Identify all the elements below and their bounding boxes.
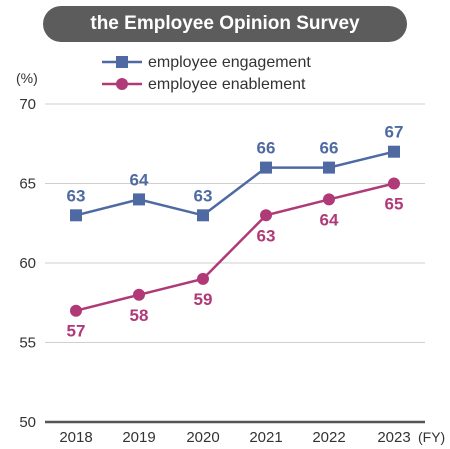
data-point-marker xyxy=(260,161,272,174)
legend-item: employee engagement xyxy=(102,54,311,71)
x-tick-label: 2022 xyxy=(312,429,345,446)
data-point-marker xyxy=(323,193,335,206)
series-employee-enablement: 57 58 59 63 64 65 xyxy=(67,177,404,341)
data-point-marker xyxy=(388,145,400,158)
data-label: 63 xyxy=(257,226,276,245)
x-axis-unit: (FY) xyxy=(418,429,445,445)
x-tick-label: 2020 xyxy=(186,429,219,446)
gridlines xyxy=(45,103,425,424)
data-label: 63 xyxy=(194,186,213,205)
y-axis-label: (%) xyxy=(16,70,38,86)
data-label: 65 xyxy=(385,195,404,214)
y-tick-labels: 50 55 60 65 70 xyxy=(19,96,36,431)
x-tick-label: 2019 xyxy=(122,429,155,446)
data-point-marker xyxy=(197,209,209,222)
data-label: 63 xyxy=(67,186,86,205)
legend-label: employee enablement xyxy=(148,76,306,93)
data-label: 66 xyxy=(320,139,339,158)
data-point-marker xyxy=(70,209,82,222)
data-label: 66 xyxy=(257,139,276,158)
x-tick-labels: 2018 2019 2020 2021 2022 2023 xyxy=(59,429,410,446)
series-line xyxy=(75,182,395,312)
legend-label: employee engagement xyxy=(148,54,311,71)
legend-marker xyxy=(116,78,128,90)
data-label: 58 xyxy=(130,306,149,325)
chart-title: the Employee Opinion Survey xyxy=(43,6,407,42)
legend-marker xyxy=(116,56,128,68)
series-employee-engagement: 63 64 63 66 66 67 xyxy=(67,123,404,222)
data-point-marker xyxy=(197,272,209,285)
data-point-marker xyxy=(323,161,335,174)
data-label: 59 xyxy=(194,290,213,309)
x-tick-label: 2018 xyxy=(59,429,92,446)
legend-item: employee enablement xyxy=(102,76,306,93)
data-point-marker xyxy=(133,288,145,301)
data-label: 57 xyxy=(67,322,86,341)
data-label: 64 xyxy=(320,210,339,229)
data-label: 67 xyxy=(385,123,404,142)
x-tick-label: 2023 xyxy=(377,429,410,446)
data-point-marker xyxy=(260,209,272,222)
data-point-marker xyxy=(388,177,400,190)
data-label: 64 xyxy=(130,170,149,189)
legend: employee engagement employee enablement xyxy=(102,54,311,93)
y-tick-label: 50 xyxy=(19,414,36,431)
series-line xyxy=(75,150,395,217)
series-layer: 63 64 63 66 66 67 57 58 59 63 64 65 xyxy=(67,123,404,341)
data-point-marker xyxy=(133,193,145,206)
y-tick-label: 55 xyxy=(19,335,36,352)
y-tick-label: 70 xyxy=(19,96,36,113)
data-point-marker xyxy=(70,304,82,317)
y-tick-label: 60 xyxy=(19,255,36,272)
y-tick-label: 65 xyxy=(19,176,36,193)
x-tick-label: 2021 xyxy=(249,429,282,446)
